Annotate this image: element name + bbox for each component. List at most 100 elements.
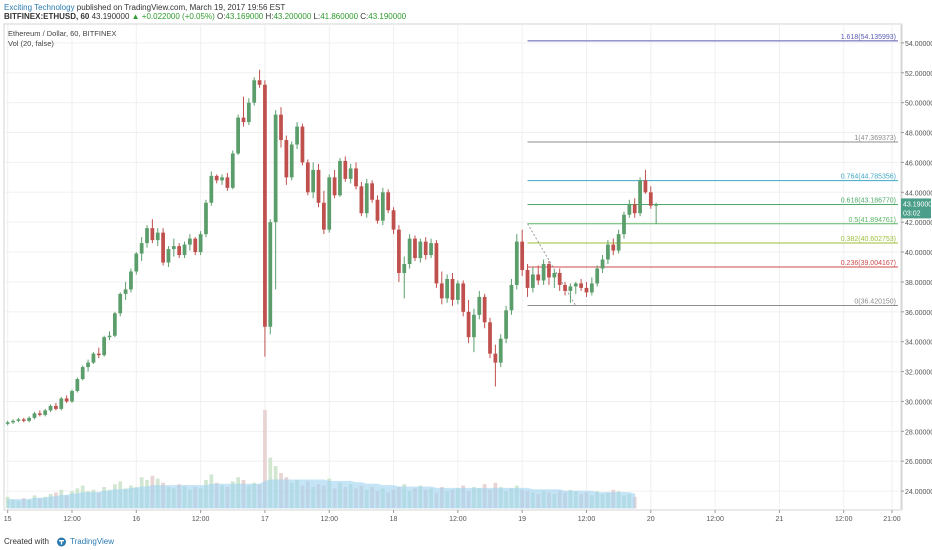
candle (27, 416, 31, 423)
candle-body (322, 202, 326, 230)
candle (96, 347, 101, 359)
candle-body (5, 422, 10, 424)
price-tick-label: 30.000000 (905, 399, 932, 406)
candle-body (488, 322, 492, 354)
candle-body (91, 353, 96, 363)
candle (295, 122, 299, 149)
candle-body (155, 232, 160, 241)
candle-body (236, 117, 241, 154)
candle-body (622, 214, 626, 235)
candle-body (504, 310, 508, 339)
candle-body (107, 335, 112, 338)
legend-title: Ethereum / Dollar, 60, BITFINEX (8, 29, 116, 38)
candle (230, 150, 235, 190)
candle (236, 114, 241, 155)
candle (54, 402, 58, 411)
candle (139, 237, 144, 262)
price-tick-label: 52.000000 (905, 71, 932, 78)
candle-body (364, 183, 369, 214)
candle-body (139, 243, 144, 254)
high-label: H: (265, 12, 274, 21)
candle (5, 420, 10, 426)
time-tick-label: 17 (261, 516, 269, 523)
candle-body (59, 398, 64, 409)
candle (472, 308, 476, 353)
candle-body (123, 289, 128, 294)
time-axis[interactable]: 15 12:00 16 12:00 17 12:00 18 12:00 19 12:00 20 12:… (4, 509, 901, 523)
candle-body (134, 253, 139, 272)
time-tick-label: 12:00 (835, 516, 853, 523)
candle (557, 268, 562, 291)
candle (11, 419, 15, 424)
candle-body (145, 228, 149, 244)
candle-body (327, 177, 332, 230)
candle-body (112, 313, 117, 336)
candle-body (11, 420, 15, 423)
candle (43, 408, 48, 417)
volume-layer (5, 410, 637, 509)
candle-body (429, 243, 433, 256)
candle (300, 123, 305, 166)
candle-body (177, 246, 182, 256)
candle (482, 293, 487, 329)
candle-body (600, 259, 605, 269)
candle (407, 234, 412, 269)
candle-body (402, 264, 407, 273)
candle (182, 241, 187, 259)
candle (632, 198, 637, 218)
candle (579, 278, 583, 291)
candle-body (32, 413, 37, 418)
fib-level-label: 0.5(41.894761) (849, 217, 896, 224)
candle (391, 207, 396, 235)
candle (289, 141, 294, 181)
publisher-link[interactable]: Exciting Technology (4, 3, 75, 12)
candle-body (80, 367, 85, 380)
symbol-label: BITFINEX:ETHUSD, 60 (4, 12, 90, 21)
candle (284, 135, 289, 185)
chart-header: Exciting Technology published on Trading… (0, 0, 932, 22)
candle (80, 365, 85, 381)
fib-level-label: 0(36.420150) (854, 299, 896, 306)
fibonacci-retracement[interactable]: 1.618(54.135993) 1(47.369373) 0.764(44.785… (527, 34, 898, 307)
candle-body (391, 210, 396, 230)
candle-body (54, 405, 58, 409)
candle (654, 202, 659, 224)
close-value: 43.190000 (368, 12, 407, 21)
candle (541, 259, 546, 285)
candle (209, 171, 214, 206)
price-tick-label: 26.000000 (905, 459, 932, 466)
fib-level-label: 0.236(39.004167) (841, 260, 896, 267)
candle (311, 162, 316, 199)
candle-body (584, 287, 589, 293)
time-tick-label: 20 (647, 516, 655, 523)
time-tick-label: 12:00 (578, 516, 596, 523)
candle (316, 163, 321, 208)
candle (193, 237, 198, 256)
candle (279, 107, 283, 148)
candle-body (241, 117, 246, 123)
candle (638, 177, 642, 217)
time-tick-label: 12:00 (449, 516, 467, 523)
candle-body (48, 405, 53, 411)
candle (32, 411, 37, 420)
candle (531, 267, 535, 293)
candle (616, 229, 621, 254)
candle-body (375, 199, 380, 221)
time-tick-label: 12:00 (192, 516, 210, 523)
candle-body (295, 126, 299, 145)
candle (198, 231, 203, 256)
candle (547, 261, 551, 285)
candle-body (198, 234, 203, 253)
candle-body (182, 244, 187, 256)
price-axis[interactable]: 24.000000 26.000000 28.000000 30.000000 32.0… (900, 25, 932, 509)
tradingview-brand[interactable]: TradingView (70, 537, 115, 546)
candle-body (370, 183, 374, 200)
price-tick-label: 24.000000 (905, 489, 932, 496)
candle (461, 280, 466, 317)
published-text: published on TradingView.com, March 19, … (74, 3, 286, 12)
gridlines (5, 25, 900, 509)
candle (450, 272, 455, 306)
price-chart[interactable]: 1.618(54.135993) 1(47.369373) 0.764(44.785… (0, 22, 932, 534)
candle-body (284, 140, 289, 178)
time-tick-label: 21:00 (883, 516, 901, 523)
